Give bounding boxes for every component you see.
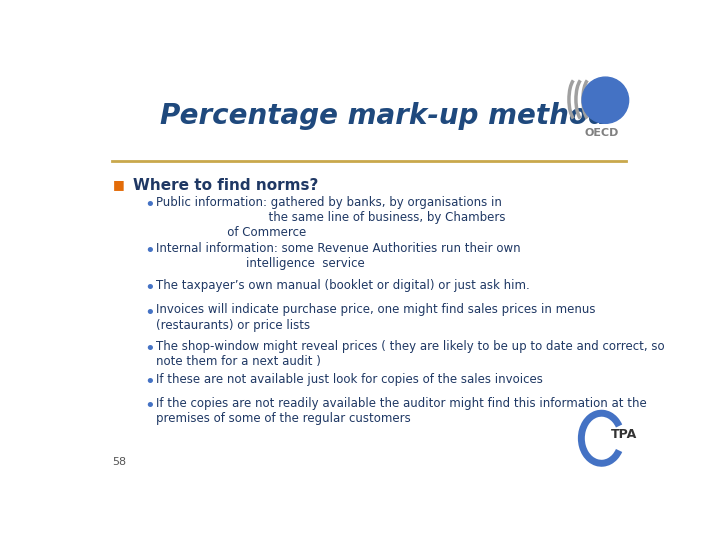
Text: If the copies are not readily available the auditor might find this information : If the copies are not readily available … (156, 397, 647, 426)
Text: Public information: gathered by banks, by organisations in
                     : Public information: gathered by banks, b… (156, 195, 505, 239)
Circle shape (582, 77, 629, 123)
Text: The taxpayer’s own manual (booklet or digital) or just ask him.: The taxpayer’s own manual (booklet or di… (156, 279, 530, 292)
Text: •: • (144, 397, 155, 415)
Text: If these are not available just look for copies of the sales invoices: If these are not available just look for… (156, 373, 543, 386)
Text: Where to find norms?: Where to find norms? (132, 178, 318, 193)
Text: •: • (144, 195, 155, 214)
Text: OECD: OECD (585, 128, 618, 138)
Text: •: • (144, 373, 155, 391)
Text: •: • (144, 242, 155, 260)
Text: Internal information: some Revenue Authorities run their own
                   : Internal information: some Revenue Autho… (156, 242, 521, 270)
Text: •: • (144, 303, 155, 321)
Text: Invoices will indicate purchase price, one might find sales prices in menus
(res: Invoices will indicate purchase price, o… (156, 303, 595, 332)
Text: •: • (144, 279, 155, 297)
Text: The shop-window might reveal prices ( they are likely to be up to date and corre: The shop-window might reveal prices ( th… (156, 340, 665, 368)
Text: ■: ■ (113, 178, 125, 191)
Text: Percentage mark-up method: Percentage mark-up method (160, 102, 608, 130)
Text: TPA: TPA (611, 428, 637, 441)
Text: •: • (144, 340, 155, 359)
Text: 58: 58 (112, 457, 126, 467)
